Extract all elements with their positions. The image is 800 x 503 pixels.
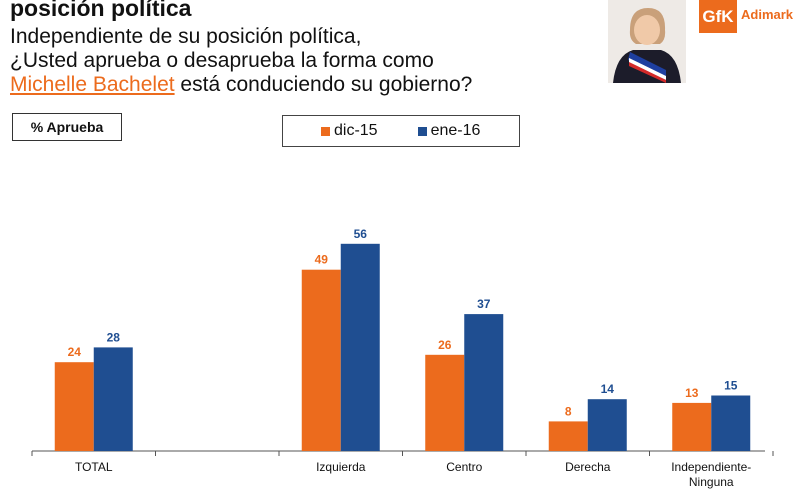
bar-2-0 — [93, 347, 133, 451]
bar-2-4 — [587, 399, 627, 451]
bar-1-0 — [54, 362, 94, 451]
bar-1-5 — [672, 402, 712, 451]
bar-2-3 — [464, 314, 504, 451]
data-label-1-5: 13 — [685, 386, 699, 400]
bar-1-2 — [301, 269, 341, 451]
legend-label-series-1: dic-15 — [334, 122, 378, 139]
page-title: posición política — [10, 0, 192, 21]
bar-2-2 — [340, 243, 380, 451]
survey-question: Independiente de su posición política, ¿… — [10, 25, 472, 97]
bar-1-4 — [548, 421, 588, 451]
legend-item-series-2: ene-16 — [417, 122, 481, 140]
president-name: Michelle Bachelet — [10, 73, 175, 96]
question-rest: está conduciendo su gobierno? — [174, 73, 473, 96]
data-label-2-5: 15 — [724, 379, 738, 393]
data-label-2-4: 14 — [601, 382, 615, 396]
question-line-1: Independiente de su posición política, — [10, 25, 362, 48]
data-label-1-4: 8 — [565, 404, 572, 418]
legend-swatch-series-2 — [417, 126, 427, 136]
category-label-0: TOTAL — [75, 460, 113, 474]
data-label-2-3: 37 — [477, 297, 491, 311]
category-label-5: Independiente- — [671, 460, 751, 474]
portrait-image — [608, 0, 686, 83]
adimark-logo-text: Adimark — [741, 7, 794, 22]
bar-1-3 — [425, 354, 465, 451]
chart-legend: dic-15 ene-16 — [282, 115, 520, 147]
approval-badge: % Aprueba — [12, 113, 122, 141]
legend-label-series-2: ene-16 — [430, 122, 481, 139]
data-label-1-3: 26 — [438, 338, 452, 352]
question-line-3: Michelle Bachelet está conduciendo su go… — [10, 73, 472, 97]
category-label-5: Ninguna — [689, 475, 734, 489]
gfk-logo-mark: GfK — [699, 0, 737, 33]
category-label-4: Derecha — [565, 460, 611, 474]
question-line-2: ¿Usted aprueba o desaprueba la forma com… — [10, 49, 434, 72]
category-label-3: Centro — [446, 460, 482, 474]
bar-2-5 — [711, 395, 751, 451]
data-label-2-2: 56 — [354, 227, 368, 241]
legend-swatch-series-1 — [321, 126, 330, 136]
gfk-adimark-logo: GfK Adimark — [699, 0, 800, 33]
category-label-2: Izquierda — [316, 460, 366, 474]
data-label-1-2: 49 — [315, 253, 329, 267]
data-label-2-0: 28 — [107, 330, 121, 344]
legend-item-series-1: dic-15 — [321, 122, 378, 140]
data-label-1-0: 24 — [68, 345, 82, 359]
president-portrait — [608, 0, 686, 83]
